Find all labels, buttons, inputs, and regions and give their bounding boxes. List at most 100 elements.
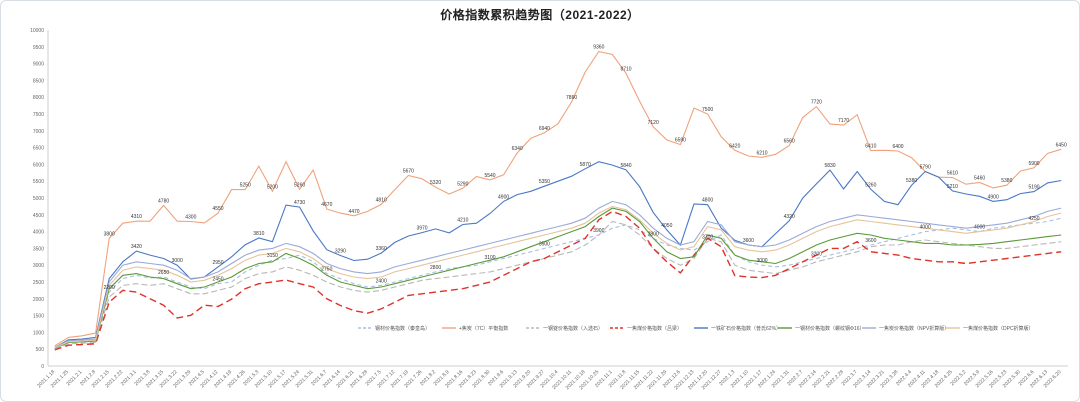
data-label: 5250 — [240, 183, 251, 189]
series-line-5 — [54, 161, 1062, 348]
data-label: 5610 — [947, 171, 958, 177]
data-label: 4550 — [212, 206, 223, 212]
data-label: 5350 — [539, 179, 550, 185]
data-label: 5830 — [824, 163, 835, 169]
data-label: 6450 — [1056, 142, 1067, 148]
data-label: 5260 — [294, 182, 305, 188]
y-tick-label: 6500 — [33, 146, 44, 152]
data-label: 5790 — [920, 164, 931, 170]
data-label: 4210 — [457, 218, 468, 224]
data-label: 2400 — [376, 278, 387, 284]
data-label: 4800 — [702, 198, 713, 204]
legend-label: 一焦煤价格指数（DPC折算版） — [963, 325, 1034, 332]
data-label: 3800 — [648, 231, 659, 237]
data-label: 3360 — [376, 246, 387, 252]
series-line-3 — [54, 220, 1062, 350]
data-label: 5840 — [620, 163, 631, 169]
data-label: 3970 — [416, 226, 427, 232]
y-tick-label: 5500 — [33, 179, 44, 185]
y-tick-label: 9000 — [33, 62, 44, 68]
y-axis: 0 500 1000 1500 2000 2500 3000 3500 4000 4500 5000… — [30, 28, 49, 370]
data-label: 2750 — [321, 267, 332, 273]
data-label: 3600 — [743, 238, 754, 244]
legend-label: 一焦炭价格指数（NPV折算版） — [879, 325, 949, 332]
data-label: 5260 — [865, 182, 876, 188]
y-tick-label: 3000 — [33, 263, 44, 269]
series-line-8 — [54, 205, 1062, 349]
x-axis: 2021.1.182021.1.252021.2.12021.2.82021.2… — [36, 365, 1068, 391]
data-label: 3420 — [131, 244, 142, 250]
legend-label: 钢材价格指数（秦皇岛） — [375, 325, 430, 332]
series-line-4 — [54, 210, 1062, 351]
y-tick-label: 5000 — [33, 196, 44, 202]
data-label: 4320 — [784, 214, 795, 220]
y-tick-label: 6000 — [33, 162, 44, 168]
y-tick-label: 10000 — [30, 28, 44, 34]
data-label: 4730 — [294, 200, 305, 206]
data-label: 3500 — [539, 241, 550, 247]
legend-label: 一钢材价格指数（螺纹钢Φ16） — [795, 325, 865, 332]
data-label: 6400 — [892, 144, 903, 150]
data-label: 2950 — [212, 260, 223, 266]
data-label: 5210 — [947, 184, 958, 190]
data-label: 4780 — [158, 198, 169, 204]
data-label: 5870 — [580, 162, 591, 168]
data-label: 2650 — [158, 270, 169, 276]
data-label: 4900 — [988, 194, 999, 200]
y-tick-label: 2000 — [33, 297, 44, 303]
y-tick-label: 7500 — [33, 112, 44, 118]
data-label: 2450 — [212, 277, 223, 283]
chart-title: 价格指数累积趋势图（2021-2022） — [440, 8, 640, 22]
data-label: 3200 — [811, 251, 822, 257]
data-label: 4000 — [974, 225, 985, 231]
data-label: 3600 — [865, 238, 876, 244]
legend-label: +焦炭（7C）平衡指数 — [459, 325, 508, 332]
y-tick-label: 7000 — [33, 129, 44, 135]
y-tick-label: 1000 — [33, 330, 44, 336]
data-label: 3150 — [267, 253, 278, 259]
data-label: 5540 — [484, 173, 495, 179]
y-tick-label: 8000 — [33, 95, 44, 101]
data-label: 7500 — [702, 107, 713, 113]
data-label: 3000 — [172, 258, 183, 264]
data-label: 3000 — [756, 258, 767, 264]
data-label: 5670 — [403, 168, 414, 174]
data-label: 4300 — [185, 215, 196, 221]
data-label: 6590 — [675, 138, 686, 144]
data-label: 6410 — [865, 144, 876, 150]
data-label: 3700 — [702, 235, 713, 241]
data-label: 9360 — [593, 45, 604, 51]
data-label: 4470 — [348, 209, 359, 215]
data-label: 2200 — [104, 285, 115, 291]
data-label: 8710 — [620, 66, 631, 72]
data-label: 7120 — [648, 120, 659, 126]
data-label: 3800 — [104, 231, 115, 237]
y-tick-label: 0 — [41, 364, 44, 370]
data-label: 6560 — [784, 139, 795, 145]
data-label: 7170 — [838, 118, 849, 124]
data-label: 5460 — [974, 176, 985, 182]
legend-label: 一钢锭价格指数（入选石） — [543, 325, 603, 332]
data-label: 7860 — [566, 95, 577, 101]
data-label: 3810 — [253, 231, 264, 237]
data-label: 4050 — [661, 223, 672, 229]
series-layer — [54, 50, 1062, 351]
data-label: 5290 — [457, 181, 468, 187]
y-tick-label: 8500 — [33, 78, 44, 84]
data-label: 5320 — [430, 180, 441, 186]
data-label: 5200 — [267, 184, 278, 190]
data-label: 6940 — [539, 126, 550, 132]
data-label: 2800 — [430, 265, 441, 271]
data-label: 4670 — [321, 202, 332, 208]
series-line-6 — [54, 207, 1062, 349]
data-label: 6420 — [729, 143, 740, 149]
data-label: 5380 — [906, 178, 917, 184]
data-label: 4900 — [498, 194, 509, 200]
data-label: 6340 — [512, 146, 523, 152]
data-label: 7720 — [811, 100, 822, 106]
y-tick-label: 4500 — [33, 213, 44, 219]
data-label: 4310 — [131, 214, 142, 220]
data-label: 3100 — [484, 255, 495, 261]
data-label: 5190 — [1028, 185, 1039, 191]
